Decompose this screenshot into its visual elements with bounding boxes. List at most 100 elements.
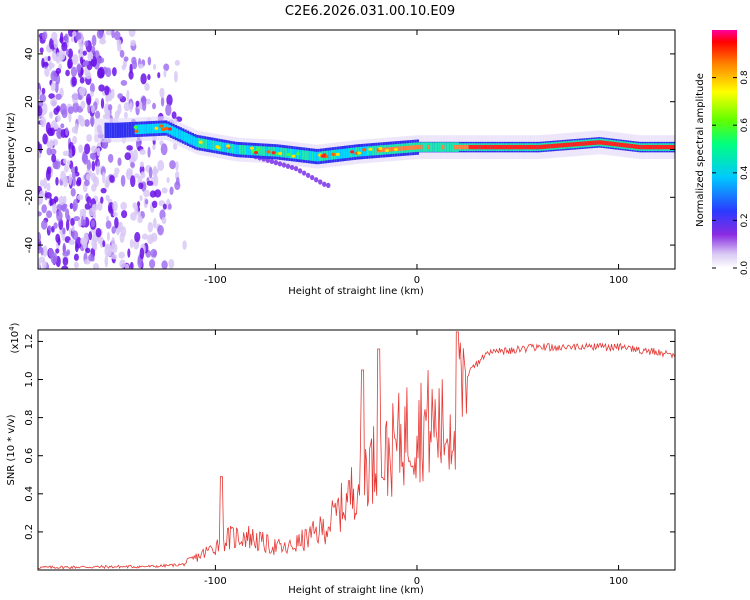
spectrogram-ridge-core [441,144,445,150]
spectrogram-noise-cell [98,84,105,92]
spectrogram-noise-cell [150,248,158,258]
spectrogram-y-tick-label: -40 [24,237,35,253]
spectrogram-ridge-outer [443,141,446,153]
spectrogram-noise-cell [161,260,168,269]
spectrogram-noise-cell [86,173,91,181]
spectrogram-noise-cell [55,233,61,243]
spectrogram-ridge-outer [239,142,243,158]
spectrogram-ridge-outer [121,122,124,138]
spectrogram-plot-area [38,30,675,269]
spectrogram-noise-cell [102,240,106,248]
spectrogram-ridge-outer [123,122,127,138]
spectrogram-noise-cell [112,201,118,212]
spectrogram-noise-cell [50,82,56,92]
spectrogram-ridge-core [398,146,401,151]
spectrogram-noise-cell [162,203,167,210]
spectrogram-ridge-outer [143,121,146,137]
spectrogram-ridge-outer [467,141,470,153]
spectrogram-ridge-mid [270,146,273,157]
spectrogram-noise-cell [120,201,128,211]
spectrogram-noise-cell [78,144,83,153]
spectrogram-noise-cell [101,140,109,149]
spectrogram-ridge-core [485,144,488,150]
spectrogram-noise-cell [125,168,133,181]
spectrogram-ridge-outer [387,141,390,158]
spectrogram-noise-cell [46,210,53,219]
spectrogram-noise-cell [171,111,177,119]
spectrogram-ridge-outer [302,147,306,163]
spectrogram-ridge-outer [230,140,233,157]
spectrogram-noise-cell [72,53,79,65]
spectrogram-ridge-mid [313,151,317,162]
spectrogram-ridge-core [587,141,590,146]
spectrogram-noise-cell [110,242,118,254]
spectrogram-noise-cell [147,74,151,81]
spectrogram-ridge-outer [605,137,608,149]
spectrogram-ridge-core [388,147,392,152]
spectrogram-ridge-mid [243,145,247,155]
spectrogram-ridge-core [669,144,672,150]
spectrogram-ridge-mid [219,141,222,152]
spectrogram-noise-cell [159,87,165,98]
spectrogram-ridge-core [572,142,575,147]
spectrogram-noise-cell [61,265,69,269]
spectrogram-noise-cell [169,186,174,196]
spectrogram-ridge-outer [370,143,374,159]
spectrogram-ridge-outer [433,141,436,153]
spectrogram-noise-cell [111,30,115,39]
spectrogram-ridge-outer [414,139,417,155]
spectrogram-noise-cell [151,200,158,209]
spectrogram-ridge-mid [265,146,268,157]
spectrogram-ridge-core [577,141,580,147]
spectrogram-ridge-mid [151,123,155,134]
spectrogram-noise-cell [139,247,145,260]
spectrogram-noise-cell [117,103,122,115]
spectrogram-noise-cell [157,72,161,79]
spectrogram-branch-cell [297,168,303,174]
spectrogram-noise-cell [138,182,144,190]
spectrogram-noise-cell [105,93,110,103]
spectrogram-ridge-core [625,143,629,148]
spectrogram-ridge-outer [431,141,434,153]
spectrogram-ridge-outer [184,129,187,145]
spectrogram-noise-cell [175,176,180,186]
spectrogram-noise-cell [72,135,78,145]
spectrogram-noise-cell [52,203,58,215]
spectrogram-noise-cell [70,188,76,197]
spectrogram-ridge-outer [501,141,504,153]
spectrogram-ridge-outer [658,141,661,153]
spectrogram-noise-cell [51,31,58,41]
spectrogram-noise-cell [41,219,48,230]
spectrogram-ridge-outer [450,141,453,153]
spectrogram-ridge-outer [399,140,403,157]
spectrogram-ridge-outer [285,145,289,161]
spectrogram-ridge-mid [364,146,367,157]
spectrogram-noise-cell [75,179,82,187]
spectrogram-noise-cell [38,143,43,154]
spectrogram-ridge-mid [422,142,426,152]
colorbar-label: Normalized spectral amplitude [695,73,706,227]
spectrogram-ridge-outer [106,122,110,139]
spectrogram-noise-cell [106,215,110,222]
spectrogram-ridge-outer [624,140,628,151]
spectrogram-noise-cell [64,164,69,173]
snr-y-tick-label: 0.6 [24,448,35,464]
spectrogram-ridge-outer [411,139,415,156]
spectrogram-noise-cell [41,260,47,269]
spectrogram-ridge-outer [484,141,487,153]
spectrogram-ridge-outer [583,138,586,149]
spectrogram-ridge-outer [646,141,649,153]
spectrogram-ridge-mid [306,150,309,161]
spectrogram-noise-cell [131,56,137,65]
spectrogram-noise-cell [94,110,101,119]
spectrogram-noise-cell [90,219,95,228]
spectrogram-ridge-outer [455,141,458,153]
spectrogram-noise-cell [120,174,126,187]
spectrogram-ridge-mid [282,147,285,158]
spectrogram-ridge-outer [622,139,625,151]
spectrogram-noise-cell [119,49,125,58]
spectrogram-noise-cell [59,37,64,44]
spectrogram-noise-cell [79,76,85,84]
spectrogram-ridge-outer [305,147,308,164]
spectrogram-noise-cell [49,197,53,207]
